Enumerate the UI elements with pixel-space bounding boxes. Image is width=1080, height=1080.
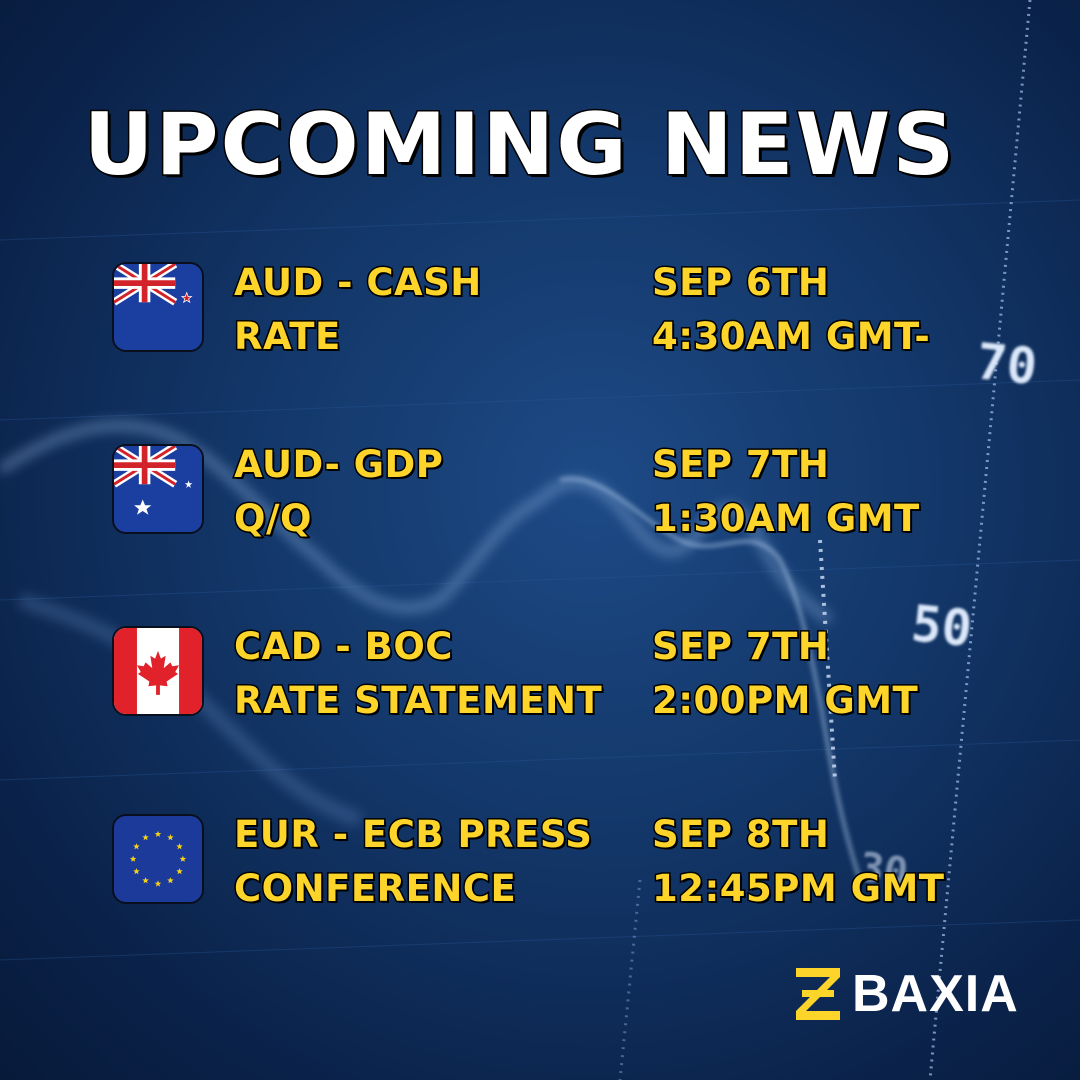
event-name-line1: AUD - CASH [233,260,483,306]
eu-star [176,843,183,850]
canada-flag-icon [112,626,204,716]
event-row: CAD - BOC RATE STATEMENT SEP 7TH 2:00PM … [112,620,1012,724]
event-date: SEP 8TH [650,812,830,858]
brand-name: BAXIA [852,965,1019,1023]
european-union-flag-icon [112,814,204,904]
event-date: SEP 7TH [650,442,830,488]
eu-star [179,855,187,862]
event-time: 1:30AM GMT [651,496,921,542]
event-row: AUD- GDP Q/Q SEP 7TH 1:30AM GMT [112,438,1012,542]
brand-logo: BAXIA [796,965,1028,1023]
event-time: 4:30AM GMT- [650,314,931,360]
eu-star [154,880,162,887]
eu-star [176,867,183,875]
australia-flag-icon [112,444,204,534]
event-name-line2: RATE [233,314,342,360]
event-name-line1: CAD - BOC [233,624,454,670]
eu-star [167,877,174,884]
eu-star [129,855,137,862]
axis-label-70: 70 [974,332,1040,396]
event-name-line2: Q/Q [233,496,313,542]
event-name-line1: AUD- GDP [232,442,444,488]
event-time: 2:00PM GMT [650,678,919,724]
eu-star [167,834,174,841]
event-name-line2: CONFERENCE [232,866,517,912]
event-date: SEP 6TH [650,260,830,306]
page-title: UPCOMING NEWS [82,94,957,197]
eu-star [133,867,140,875]
event-row: AUD - CASH RATE SEP 6TH 4:30AM GMT- [112,256,1012,360]
eu-star [133,843,140,850]
eu-star [142,877,149,884]
event-date: SEP 7TH [650,624,830,670]
baxia-logo-icon [796,968,840,1020]
new-zealand-flag-icon [112,262,204,352]
event-time: 12:45PM GMT [651,866,946,912]
eu-star [142,834,149,841]
axis-label-30: 30 [857,844,911,896]
axis-label-50: 50 [909,594,975,658]
eu-star [154,830,162,837]
event-row: EUR - ECB PRESS CONFERENCE SEP 8TH 12:45… [112,808,1012,912]
event-name-line2: RATE STATEMENT [232,678,603,724]
event-name-line1: EUR - ECB PRESS [232,812,593,858]
